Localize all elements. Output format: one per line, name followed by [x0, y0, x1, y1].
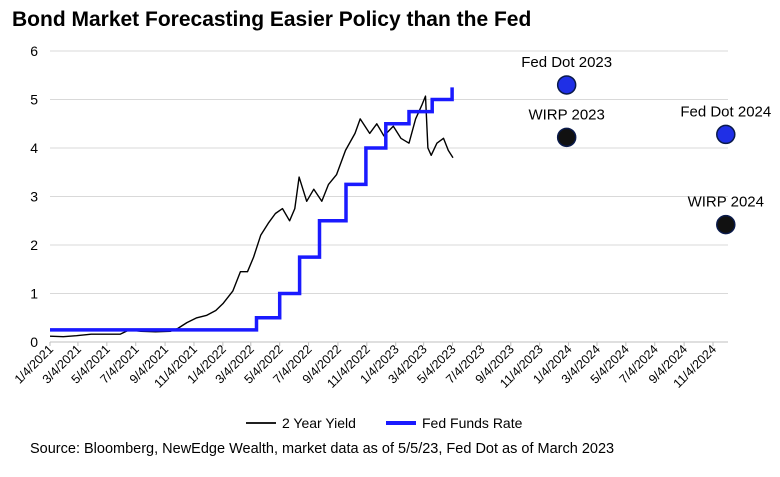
series-lines [49, 87, 454, 338]
source-note: Source: Bloomberg, NewEdge Wealth, marke… [30, 441, 615, 457]
markers: Fed Dot 2023 WIRP 2023 Fed Dot 2024 WIRP 20… [521, 54, 771, 235]
y-tick-label: 5 [30, 92, 38, 108]
fed-funds-rate-line [50, 87, 454, 332]
marker-wirp-2024 [716, 214, 736, 235]
y-tick-label: 6 [30, 43, 38, 59]
y-tick-label: 3 [30, 189, 38, 205]
x-tick-labels: 1/4/20213/4/20215/4/20217/4/20219/4/2021… [12, 342, 719, 391]
marker-fed-dot-2023 [556, 75, 577, 95]
legend: 2 Year Yield Fed Funds Rate [246, 415, 523, 431]
y-tick-label: 1 [30, 286, 38, 302]
y-tick-label: 0 [30, 334, 38, 350]
marker-label: WIRP 2024 [688, 194, 764, 211]
legend-two-year-yield-label: 2 Year Yield [282, 415, 356, 431]
legend-fed-funds-rate-label: Fed Funds Rate [422, 415, 523, 431]
chart-title: Bond Market Forecasting Easier Policy th… [12, 8, 532, 31]
two-year-yield-line [49, 95, 454, 338]
marker-label: Fed Dot 2023 [521, 54, 612, 71]
y-tick-label: 2 [30, 237, 38, 253]
marker-label: WIRP 2023 [528, 106, 604, 123]
grid-lines [50, 50, 728, 294]
y-tick-labels: 0 1 2 3 4 5 6 [30, 43, 38, 350]
marker-label: Fed Dot 2024 [680, 103, 771, 120]
marker-wirp-2023 [556, 127, 577, 148]
y-tick-label: 4 [30, 140, 38, 156]
marker-fed-dot-2024 [716, 124, 736, 145]
